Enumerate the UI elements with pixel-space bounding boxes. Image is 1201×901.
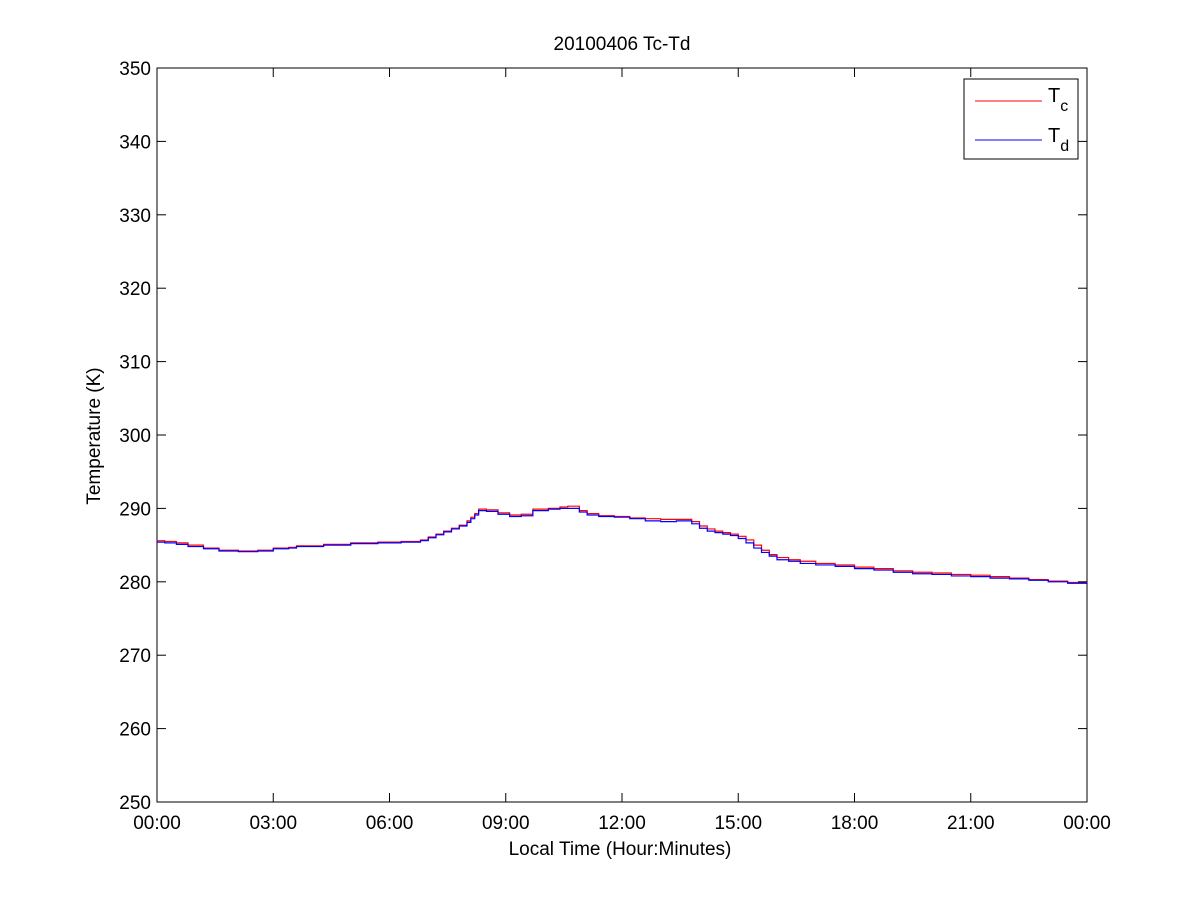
y-tick-label: 330: [119, 206, 151, 227]
legend: Tc Td: [963, 78, 1079, 160]
y-tick-label: 310: [119, 353, 151, 374]
legend-label-tc-main: T: [1048, 85, 1060, 107]
y-axis-title: Temperature (K): [84, 367, 105, 504]
y-tick-label: 280: [119, 573, 151, 594]
x-tick-label: 03:00: [249, 813, 297, 834]
y-tick-label: 320: [119, 279, 151, 300]
legend-label-td: Td: [1048, 125, 1069, 155]
x-tick-label: 18:00: [831, 813, 879, 834]
x-tick-label: 00:00: [133, 813, 181, 834]
chart-title: 20100406 Tc-Td: [554, 34, 691, 55]
series-layer: [157, 505, 1088, 584]
y-tick-label: 260: [119, 720, 151, 741]
legend-label-td-main: T: [1048, 125, 1060, 147]
x-tick-label: 06:00: [366, 813, 414, 834]
series-line-tc: [157, 505, 1088, 584]
y-tick-label: 290: [119, 499, 151, 520]
legend-label-tc: Tc: [1048, 85, 1068, 115]
plot-area: [156, 67, 1088, 803]
legend-label-tc-sub: c: [1060, 98, 1068, 115]
legend-label-td-sub: d: [1060, 138, 1069, 155]
x-axis-title: Local Time (Hour:Minutes): [509, 839, 732, 860]
legend-box: [963, 78, 1079, 160]
y-tick-label: 350: [119, 59, 151, 80]
x-tick-label: 09:00: [482, 813, 530, 834]
y-tick-label: 300: [119, 426, 151, 447]
axis-ticks: 00:00 03:00 06:00 09:00 12:00 15:00 18:00 21:00…: [119, 59, 1110, 834]
series-line-td: [157, 507, 1088, 584]
y-tick-label: 250: [119, 793, 151, 814]
x-tick-label: 12:00: [598, 813, 646, 834]
x-tick-label: 15:00: [714, 813, 762, 834]
x-tick-label: 00:00: [1063, 813, 1111, 834]
y-tick-label: 270: [119, 646, 151, 667]
y-tick-label: 340: [119, 132, 151, 153]
x-tick-label: 21:00: [947, 813, 995, 834]
